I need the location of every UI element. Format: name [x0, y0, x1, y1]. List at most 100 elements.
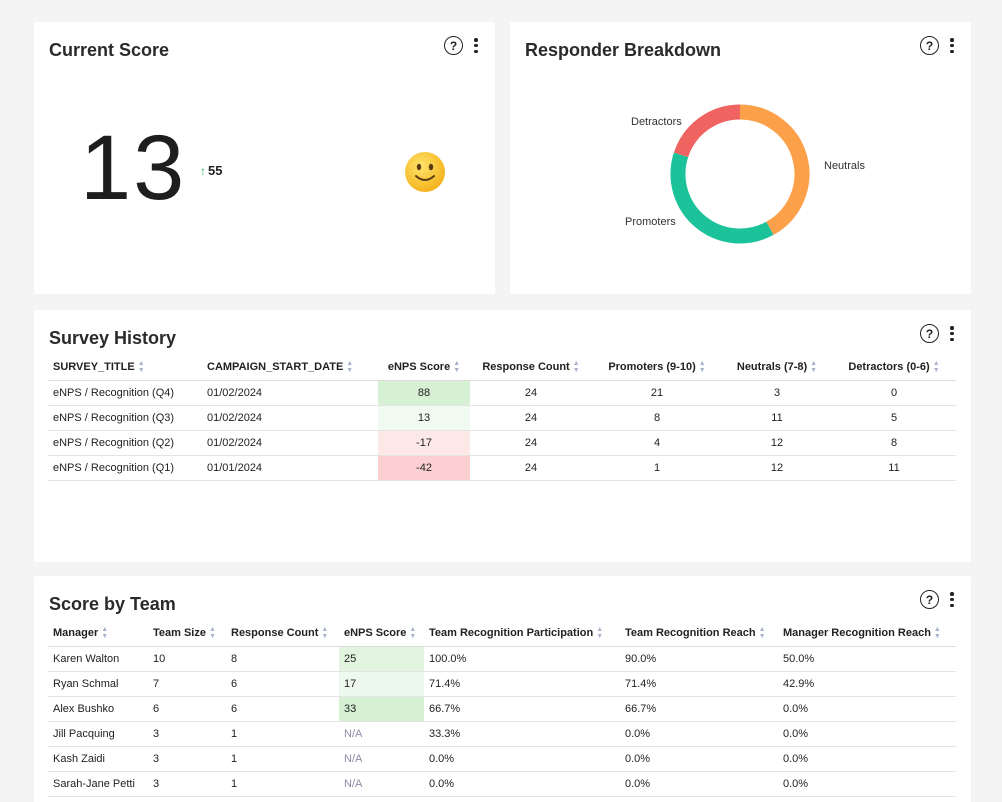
- team-size-cell: 10: [148, 646, 226, 672]
- table-row[interactable]: Karen Walton 10 8 25 100.0% 90.0% 50.0%: [48, 646, 956, 672]
- score-delta: ↑ 55: [200, 163, 222, 178]
- sort-icon[interactable]: ▲ ▼: [932, 360, 940, 375]
- column-header[interactable]: Manager ▲ ▼: [48, 621, 148, 647]
- column-header[interactable]: SURVEY_TITLE ▲ ▼: [48, 355, 202, 381]
- enps-score-cell: -42: [378, 455, 470, 481]
- sort-icon[interactable]: ▲ ▼: [321, 626, 329, 641]
- column-header[interactable]: eNPS Score ▲ ▼: [378, 355, 470, 381]
- donut-label-detractors: Detractors: [631, 116, 682, 128]
- survey-title-cell: eNPS / Recognition (Q4): [48, 380, 202, 406]
- help-icon[interactable]: ?: [920, 324, 939, 343]
- donut-slice-promoters[interactable]: [670, 152, 774, 244]
- column-header[interactable]: Neutrals (7-8) ▲ ▼: [722, 355, 832, 381]
- response-count-cell: 24: [470, 380, 592, 406]
- manager-cell: Karen Walton: [48, 646, 148, 672]
- team-size-cell: 7: [148, 671, 226, 697]
- table-row[interactable]: eNPS / Recognition (Q4) 01/02/2024 88 24 21 3…: [48, 380, 956, 406]
- sort-icon[interactable]: ▲ ▼: [409, 626, 417, 641]
- column-header[interactable]: CAMPAIGN_START_DATE ▲ ▼: [202, 355, 378, 381]
- donut-slice-detractors[interactable]: [673, 104, 741, 158]
- table-header-row: SURVEY_TITLE ▲ ▼ CAMPAIGN_START_DATE ▲ ▼ eNP…: [48, 355, 956, 381]
- help-icon[interactable]: ?: [444, 36, 463, 55]
- sort-icon[interactable]: ▲ ▼: [453, 360, 461, 375]
- team-reach-cell: 90.0%: [620, 646, 778, 672]
- score-delta-value: 55: [208, 163, 223, 178]
- survey-title-cell: eNPS / Recognition (Q2): [48, 430, 202, 456]
- column-header[interactable]: Promoters (9-10) ▲ ▼: [592, 355, 722, 381]
- help-icon[interactable]: ?: [920, 36, 939, 55]
- sort-icon[interactable]: ▲ ▼: [137, 360, 145, 375]
- team-size-cell: 3: [148, 771, 226, 797]
- promoters-cell: 8: [592, 405, 722, 431]
- column-header[interactable]: Team Recognition Participation ▲ ▼: [424, 621, 620, 647]
- enps-score-cell: N/A: [339, 721, 424, 747]
- column-header[interactable]: Response Count ▲ ▼: [470, 355, 592, 381]
- score-by-team-table: Manager ▲ ▼ Team Size ▲ ▼ Response Count ▲ ▼ e…: [48, 621, 956, 797]
- response-count-cell: 24: [470, 405, 592, 431]
- manager-cell: Jill Pacquing: [48, 721, 148, 747]
- sort-icon[interactable]: ▲ ▼: [933, 626, 941, 641]
- more-options-icon[interactable]: [949, 592, 955, 607]
- neutrals-cell: 12: [722, 430, 832, 456]
- table-row[interactable]: Alex Bushko 6 6 33 66.7% 66.7% 0.0%: [48, 696, 956, 722]
- participation-cell: 66.7%: [424, 696, 620, 722]
- table-row[interactable]: eNPS / Recognition (Q1) 01/01/2024 -42 24 1 1…: [48, 455, 956, 481]
- participation-cell: 0.0%: [424, 746, 620, 772]
- sort-icon[interactable]: ▲ ▼: [346, 360, 354, 375]
- more-options-icon[interactable]: [949, 38, 955, 53]
- column-header[interactable]: Manager Recognition Reach ▲ ▼: [778, 621, 956, 647]
- sort-icon[interactable]: ▲ ▼: [758, 626, 766, 641]
- more-options-icon[interactable]: [473, 38, 479, 53]
- smiley-face-icon: [405, 152, 445, 192]
- enps-score-cell: N/A: [339, 746, 424, 772]
- team-reach-cell: 0.0%: [620, 746, 778, 772]
- team-reach-cell: 0.0%: [620, 771, 778, 797]
- team-reach-cell: 71.4%: [620, 671, 778, 697]
- detractors-cell: 8: [832, 430, 956, 456]
- column-header[interactable]: Response Count ▲ ▼: [226, 621, 339, 647]
- sort-icon[interactable]: ▲ ▼: [101, 626, 109, 641]
- detractors-cell: 5: [832, 405, 956, 431]
- responder-donut-chart: Neutrals Promoters Detractors: [625, 104, 865, 244]
- score-by-team-title: Score by Team: [49, 594, 176, 614]
- current-score-title: Current Score: [49, 40, 170, 60]
- table-row[interactable]: eNPS / Recognition (Q2) 01/02/2024 -17 24 4 1…: [48, 430, 956, 456]
- responder-breakdown-title: Responder Breakdown: [525, 40, 722, 60]
- current-score-card: Current Score ? 13 ↑ 55: [34, 22, 495, 294]
- sort-icon[interactable]: ▲ ▼: [698, 360, 706, 375]
- donut-label-promoters: Promoters: [625, 216, 676, 228]
- enps-score-cell: 13: [378, 405, 470, 431]
- enps-score-cell: 88: [378, 380, 470, 406]
- column-header[interactable]: Detractors (0-6) ▲ ▼: [832, 355, 956, 381]
- table-row[interactable]: eNPS / Recognition (Q3) 01/02/2024 13 24 8 11…: [48, 405, 956, 431]
- sort-icon[interactable]: ▲ ▼: [810, 360, 818, 375]
- table-row[interactable]: Jill Pacquing 3 1 N/A 33.3% 0.0% 0.0%: [48, 721, 956, 747]
- manager-cell: Alex Bushko: [48, 696, 148, 722]
- enps-score-cell: 33: [339, 696, 424, 722]
- more-options-icon[interactable]: [949, 326, 955, 341]
- table-row[interactable]: Ryan Schmal 7 6 17 71.4% 71.4% 42.9%: [48, 671, 956, 697]
- participation-cell: 100.0%: [424, 646, 620, 672]
- enps-score-cell: 25: [339, 646, 424, 672]
- column-header[interactable]: eNPS Score ▲ ▼: [339, 621, 424, 647]
- response-count-cell: 24: [470, 455, 592, 481]
- table-row[interactable]: Sarah-Jane Petti 3 1 N/A 0.0% 0.0% 0.0%: [48, 771, 956, 797]
- manager-cell: Sarah-Jane Petti: [48, 771, 148, 797]
- card-actions: ?: [444, 36, 479, 55]
- column-header[interactable]: Team Recognition Reach ▲ ▼: [620, 621, 778, 647]
- table-row[interactable]: Kash Zaidi 3 1 N/A 0.0% 0.0% 0.0%: [48, 746, 956, 772]
- survey-history-table: SURVEY_TITLE ▲ ▼ CAMPAIGN_START_DATE ▲ ▼ eNP…: [48, 355, 956, 481]
- sort-icon[interactable]: ▲ ▼: [596, 626, 604, 641]
- team-reach-cell: 0.0%: [620, 721, 778, 747]
- neutrals-cell: 11: [722, 405, 832, 431]
- response-count-cell: 1: [226, 771, 339, 797]
- column-header[interactable]: Team Size ▲ ▼: [148, 621, 226, 647]
- sort-icon[interactable]: ▲ ▼: [209, 626, 216, 641]
- survey-history-title: Survey History: [49, 328, 177, 348]
- manager-cell: Kash Zaidi: [48, 746, 148, 772]
- campaign-date-cell: 01/02/2024: [202, 380, 378, 406]
- donut-slice-neutrals[interactable]: [739, 104, 810, 235]
- help-icon[interactable]: ?: [920, 590, 939, 609]
- sort-icon[interactable]: ▲ ▼: [572, 360, 580, 375]
- current-score-value: 13: [80, 117, 187, 219]
